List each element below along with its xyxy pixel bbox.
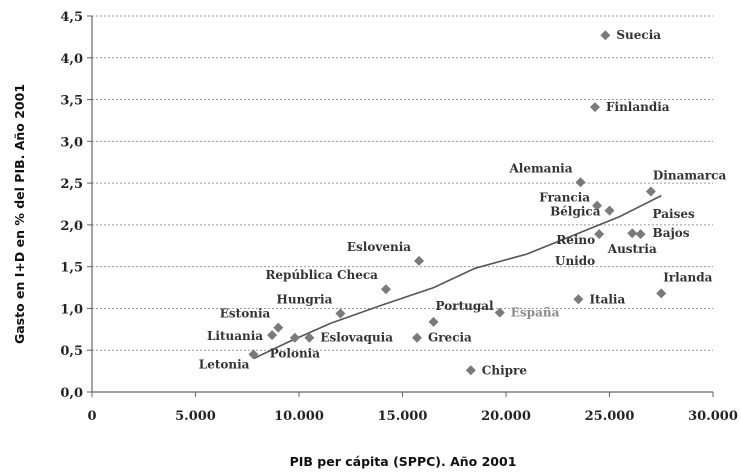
point-label: Bélgica: [550, 205, 601, 219]
y-tick-label: 3,0: [60, 135, 83, 150]
data-point: [635, 229, 646, 240]
data-points: [248, 30, 667, 376]
y-tick-label: 1,0: [60, 302, 83, 317]
y-tick-label: 2,0: [60, 219, 83, 234]
y-tick-label: 0,0: [60, 386, 83, 401]
point-label: Irlanda: [663, 270, 712, 284]
data-point: [645, 186, 656, 197]
data-point: [335, 308, 346, 319]
data-point: [494, 307, 505, 318]
data-point: [411, 332, 422, 343]
point-label: Dinamarca: [653, 168, 727, 182]
x-tick-labels: 0 5.000 10.000 15.000 20.000 25.000 30.000: [87, 409, 737, 424]
y-tick-label: 4,0: [60, 52, 83, 67]
point-labels: SueciaFinlandiaAlemaniaDinamarcaFranciaB…: [199, 28, 727, 377]
point-label: Austria: [607, 242, 657, 256]
point-label: Lituania: [207, 329, 263, 343]
point-label: Alemania: [508, 161, 572, 175]
point-label: Finlandia: [606, 100, 670, 114]
y-tick-labels: 0,0 0,5 1,0 1,5 2,0 2,5 3,0 3,5 4,0 4,5: [60, 10, 83, 401]
point-label: Eslovaquia: [320, 331, 393, 345]
data-point: [592, 200, 603, 211]
point-label: Eslovenia: [347, 240, 411, 254]
data-point: [573, 294, 584, 305]
point-label: Estonia: [220, 307, 271, 321]
data-point: [273, 322, 284, 333]
point-label: Chipre: [482, 363, 528, 377]
data-point: [304, 332, 315, 343]
x-tick-label: 30.000: [688, 409, 738, 424]
point-label: Letonia: [199, 357, 250, 371]
data-point: [594, 229, 605, 240]
x-tick-label: 20.000: [481, 409, 531, 424]
y-tick-label: 3,5: [60, 94, 83, 109]
point-label: Italia: [589, 292, 625, 306]
x-tick-label: 0: [87, 409, 96, 424]
y-tick-label: 1,5: [60, 261, 83, 276]
point-label: Polonia: [270, 347, 321, 361]
point-label: Paises: [653, 207, 695, 221]
data-point: [289, 332, 300, 343]
y-axis-title: Gasto en I+D en % del PIB. Año 2001: [12, 84, 27, 344]
data-point: [465, 365, 476, 376]
data-point: [575, 177, 586, 188]
data-point: [380, 284, 391, 295]
data-point: [590, 102, 601, 113]
point-label: Hungria: [277, 292, 333, 306]
data-point: [428, 316, 439, 327]
data-point: [248, 349, 259, 360]
x-tick-label: 15.000: [378, 409, 428, 424]
data-point: [600, 30, 611, 41]
y-tick-label: 0,5: [60, 344, 83, 359]
x-axis-title: PIB per cápita (SPPC). Año 2001: [290, 454, 517, 469]
point-label: Portugal: [436, 299, 494, 313]
data-point: [414, 255, 425, 266]
point-label: Reino: [556, 233, 595, 247]
point-label: Grecia: [428, 331, 472, 345]
point-label: España: [511, 306, 560, 320]
point-label: Bajos: [653, 226, 690, 240]
point-label: Francia: [539, 191, 590, 205]
x-tick-label: 10.000: [274, 409, 324, 424]
data-point: [604, 205, 615, 216]
x-tick-label: 25.000: [585, 409, 635, 424]
grid-lines: [92, 15, 713, 351]
y-tick-label: 4,5: [60, 10, 83, 25]
x-tick-label: 5.000: [175, 409, 216, 424]
y-tick-label: 2,5: [60, 177, 83, 192]
point-label: Unido: [555, 254, 595, 268]
axes: [87, 15, 714, 397]
data-point: [656, 288, 667, 299]
point-label: Suecia: [616, 28, 661, 42]
point-label: República Checa: [265, 268, 378, 282]
data-point: [627, 228, 638, 239]
data-point: [267, 330, 278, 341]
